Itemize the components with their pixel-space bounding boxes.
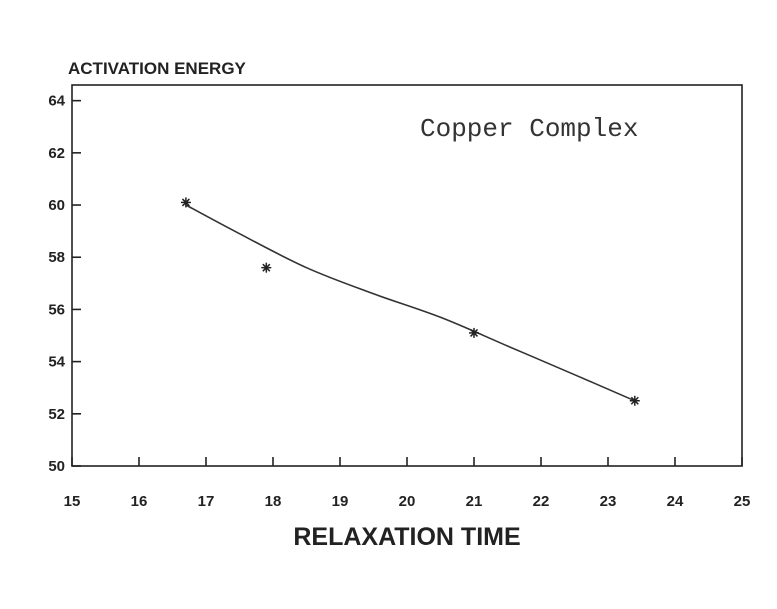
y-tick-label: 58 (48, 249, 65, 266)
x-tick-label: 20 (399, 493, 416, 510)
fit-curve (185, 204, 636, 402)
data-point (180, 197, 191, 208)
y-axis: 50 52 54 56 58 60 62 64 (48, 93, 81, 475)
x-axis-title: RELAXATION TIME (293, 523, 520, 551)
chart-annotation: Copper Complex (420, 114, 638, 144)
y-tick-label: 62 (48, 145, 65, 162)
y-tick-label: 60 (48, 197, 65, 214)
x-tick-label: 16 (131, 493, 148, 510)
x-tick-label: 22 (533, 493, 550, 510)
x-tick-label: 15 (64, 493, 81, 510)
data-point (629, 395, 640, 406)
x-tick-label: 18 (265, 493, 282, 510)
data-point (261, 262, 272, 273)
y-tick-label: 52 (48, 406, 65, 423)
y-tick-label: 50 (48, 458, 65, 475)
x-tick-label: 24 (667, 493, 684, 510)
data-point (469, 327, 479, 338)
data-points (180, 197, 640, 406)
y-axis-title: ACTIVATION ENERGY (68, 59, 247, 78)
x-tick-label: 21 (466, 493, 483, 510)
plot-area-frame (71, 84, 743, 467)
x-tick-label: 17 (198, 493, 215, 510)
y-tick-label: 64 (48, 93, 65, 110)
x-tick-label: 23 (600, 493, 617, 510)
x-tick-label: 19 (332, 493, 349, 510)
x-axis: 15 16 17 18 19 20 21 22 23 24 25 (64, 457, 751, 510)
x-tick-label: 25 (734, 493, 751, 510)
y-tick-label: 54 (48, 354, 65, 371)
y-tick-label: 56 (48, 301, 65, 318)
